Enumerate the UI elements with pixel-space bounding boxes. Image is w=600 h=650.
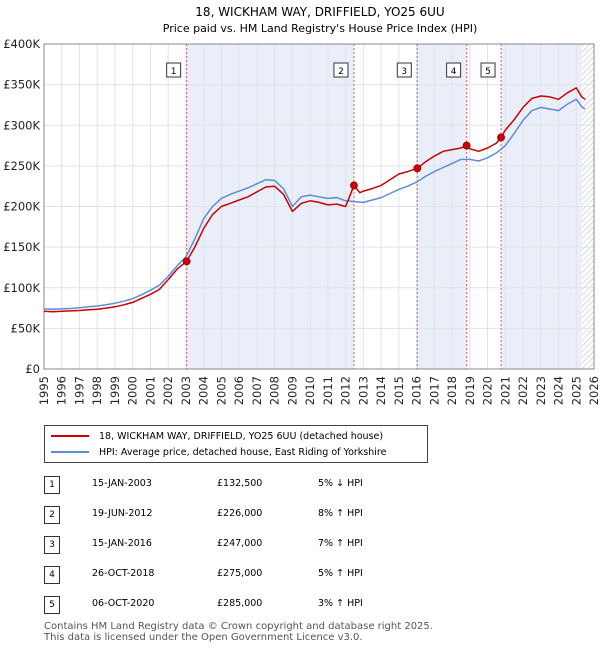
sale-point — [462, 141, 471, 150]
x-tick-label: 2021 — [498, 376, 512, 405]
footer: Contains HM Land Registry data © Crown c… — [44, 621, 433, 643]
sale-row: 4 26-OCT-2018 £275,000 5% ↑ HPI — [0, 566, 600, 586]
y-tick-label: £300K — [3, 118, 40, 132]
chart-subtitle: Price paid vs. HM Land Registry's House … — [163, 22, 478, 35]
sale-date: 15-JAN-2016 — [92, 538, 152, 549]
chart: 18, WICKHAM WAY, DRIFFIELD, YO25 6UU Pri… — [3, 5, 600, 405]
sale-row: 2 19-JUN-2012 £226,000 8% ↑ HPI — [0, 506, 600, 526]
x-tick-label: 2002 — [161, 376, 175, 405]
y-tick-label: £350K — [3, 78, 40, 92]
sale-point — [497, 133, 505, 142]
sale-price: £226,000 — [217, 508, 263, 519]
x-tick-label: 2005 — [214, 376, 228, 405]
legend: 18, WICKHAM WAY, DRIFFIELD, YO25 6UU (de… — [44, 425, 428, 463]
sale-point — [350, 181, 358, 190]
x-tick-label: 2015 — [392, 376, 406, 405]
sale-hpi-diff: 5% ↑ HPI — [318, 568, 363, 579]
x-tick-label: 2012 — [339, 376, 353, 405]
sale-marker-box — [333, 62, 349, 78]
legend-item-property: 18, WICKHAM WAY, DRIFFIELD, YO25 6UU (de… — [45, 428, 383, 444]
sale-price: £247,000 — [217, 538, 263, 549]
y-tick-label: £100K — [3, 281, 40, 295]
y-tick-label: £150K — [3, 240, 40, 254]
x-tick-label: 1999 — [108, 376, 122, 405]
sale-marker-box — [446, 62, 462, 78]
x-tick-label: 2001 — [143, 376, 157, 405]
sale-marker-label: 4 — [451, 67, 457, 77]
plot-frame — [43, 43, 595, 370]
y-tick-label: £200K — [3, 200, 40, 214]
x-tick-label: 2022 — [516, 376, 530, 405]
sale-number-badge: 5 — [44, 596, 60, 614]
x-tick-label: 2006 — [232, 376, 246, 405]
legend-label-hpi: HPI: Average price, detached house, East… — [99, 446, 387, 458]
footer-licence: This data is licensed under the Open Gov… — [44, 632, 363, 643]
chart-title: 18, WICKHAM WAY, DRIFFIELD, YO25 6UU — [195, 5, 444, 19]
sale-price: £285,000 — [217, 598, 263, 609]
sale-hpi-diff: 7% ↑ HPI — [318, 538, 363, 549]
sale-date: 26-OCT-2018 — [92, 568, 155, 579]
sale-number-badge: 4 — [44, 566, 60, 584]
sale-number-badge: 1 — [44, 476, 60, 494]
x-tick-label: 2023 — [534, 376, 548, 405]
sale-point — [182, 257, 191, 266]
sale-marker-box — [396, 62, 412, 78]
x-tick-label: 2009 — [285, 376, 299, 405]
sale-marker-label: 5 — [485, 67, 491, 77]
sale-hpi-diff: 8% ↑ HPI — [318, 508, 363, 519]
x-tick-label: 2010 — [303, 376, 317, 405]
sale-date: 15-JAN-2003 — [92, 478, 152, 489]
sale-hpi-diff: 3% ↑ HPI — [318, 598, 363, 609]
y-tick-label: £400K — [3, 37, 40, 51]
x-tick-label: 2007 — [250, 376, 264, 405]
sale-marker-box — [166, 62, 182, 78]
sale-point — [413, 164, 422, 173]
legend-swatch-property — [51, 435, 89, 437]
x-tick-label: 1998 — [90, 376, 104, 405]
x-tick-label: 2026 — [587, 376, 600, 405]
sale-date: 19-JUN-2012 — [92, 508, 153, 519]
x-tick-label: 2019 — [463, 376, 477, 405]
y-tick-label: £50K — [11, 321, 41, 335]
x-tick-label: 1996 — [55, 376, 69, 405]
x-tick-label: 2025 — [569, 376, 583, 405]
x-tick-label: 2014 — [374, 376, 388, 405]
sale-marker-label: 3 — [401, 67, 407, 77]
legend-item-hpi: HPI: Average price, detached house, East… — [45, 444, 386, 460]
sale-marker-label: 2 — [338, 67, 344, 77]
series-line — [43, 98, 586, 311]
x-tick-label: 2016 — [410, 376, 424, 405]
sale-row: 3 15-JAN-2016 £247,000 7% ↑ HPI — [0, 536, 600, 556]
y-tick-label: £250K — [3, 159, 40, 173]
sale-date: 06-OCT-2020 — [92, 598, 155, 609]
sale-row: 1 15-JAN-2003 £132,500 5% ↓ HPI — [0, 476, 600, 496]
legend-swatch-hpi — [51, 451, 89, 453]
x-tick-label: 2017 — [427, 376, 441, 405]
x-tick-label: 2000 — [126, 376, 140, 405]
x-tick-label: 1997 — [72, 376, 86, 405]
chart-svg: 18, WICKHAM WAY, DRIFFIELD, YO25 6UU Pri… — [3, 5, 600, 405]
x-tick-label: 2003 — [179, 376, 193, 405]
legend-label-property: 18, WICKHAM WAY, DRIFFIELD, YO25 6UU (de… — [99, 430, 384, 442]
sale-hpi-diff: 5% ↓ HPI — [318, 478, 363, 489]
x-tick-label: 2020 — [481, 376, 495, 405]
x-tick-label: 2024 — [552, 376, 566, 405]
x-tick-label: 1995 — [37, 376, 51, 405]
x-tick-label: 2011 — [321, 376, 335, 405]
sale-price: £275,000 — [217, 568, 263, 579]
y-tick-label: £0 — [25, 362, 40, 376]
x-tick-label: 2018 — [445, 376, 459, 405]
x-tick-label: 2008 — [268, 376, 282, 405]
footer-copyright: Contains HM Land Registry data © Crown c… — [44, 621, 433, 632]
sale-marker-box — [480, 62, 496, 78]
sale-marker-label: 1 — [171, 67, 177, 77]
sale-price: £132,500 — [217, 478, 263, 489]
sale-row: 5 06-OCT-2020 £285,000 3% ↑ HPI — [0, 596, 600, 616]
x-tick-label: 2013 — [356, 376, 370, 405]
sale-number-badge: 3 — [44, 536, 60, 554]
sale-number-badge: 2 — [44, 506, 60, 524]
x-tick-label: 2004 — [197, 376, 211, 405]
